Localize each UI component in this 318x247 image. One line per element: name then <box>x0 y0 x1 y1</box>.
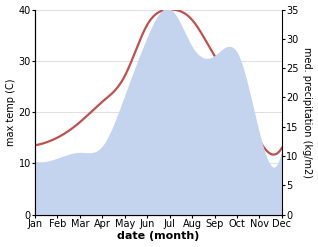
Y-axis label: med. precipitation (kg/m2): med. precipitation (kg/m2) <box>302 46 313 178</box>
Y-axis label: max temp (C): max temp (C) <box>5 78 16 146</box>
X-axis label: date (month): date (month) <box>117 231 200 242</box>
